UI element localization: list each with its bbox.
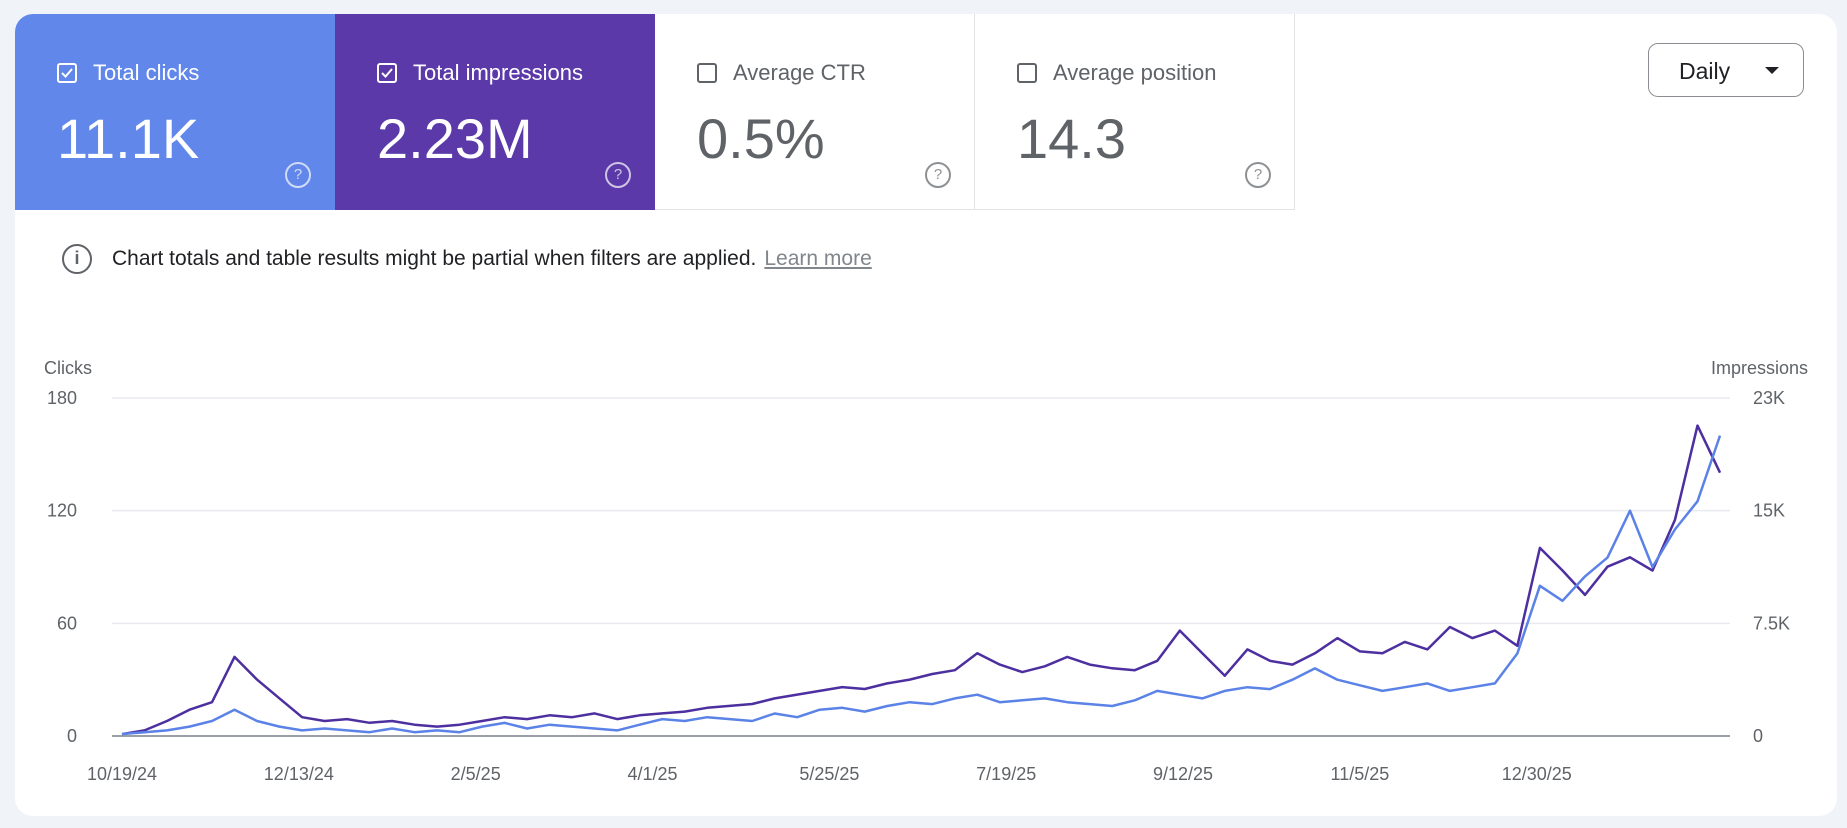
- metric-card-total-clicks[interactable]: Total clicks 11.1K ?: [15, 14, 335, 210]
- help-icon[interactable]: ?: [605, 162, 631, 188]
- right-axis-label: Impressions: [1711, 358, 1808, 378]
- filter-notice: i Chart totals and table results might b…: [62, 244, 872, 274]
- learn-more-link[interactable]: Learn more: [764, 247, 872, 270]
- metric-card-total-impressions[interactable]: Total impressions 2.23M ?: [335, 14, 655, 210]
- granularity-dropdown[interactable]: Daily: [1648, 43, 1804, 97]
- metric-value: 0.5%: [697, 107, 825, 170]
- checkbox-checked-icon[interactable]: [57, 63, 77, 83]
- checkbox-unchecked-icon[interactable]: [697, 63, 717, 83]
- info-icon: i: [62, 244, 92, 274]
- checkbox-unchecked-icon[interactable]: [1017, 63, 1037, 83]
- metric-label: Total impressions: [413, 60, 583, 85]
- performance-panel: Total clicks 11.1K ? Total impressions 2…: [15, 14, 1837, 816]
- right-tick-label: 15K: [1753, 501, 1785, 521]
- help-icon[interactable]: ?: [285, 162, 311, 188]
- x-tick-label: 7/19/25: [976, 764, 1036, 784]
- x-tick-label: 2/5/25: [451, 764, 501, 784]
- metric-value: 14.3: [1017, 107, 1126, 170]
- x-tick-label: 4/1/25: [627, 764, 677, 784]
- metric-label: Average position: [1053, 60, 1217, 85]
- metric-value: 11.1K: [57, 107, 200, 170]
- caret-down-icon: [1765, 67, 1779, 74]
- right-tick-label: 0: [1753, 726, 1763, 746]
- series-line-total-impressions: [121, 424, 1722, 736]
- left-tick-label: 180: [47, 388, 77, 408]
- metric-cards: Total clicks 11.1K ? Total impressions 2…: [15, 14, 1295, 210]
- metric-card-average-position[interactable]: Average position 14.3 ?: [975, 14, 1295, 210]
- x-tick-label: 12/13/24: [264, 764, 334, 784]
- metric-label: Average CTR: [733, 60, 866, 85]
- metric-card-average-ctr[interactable]: Average CTR 0.5% ?: [655, 14, 975, 210]
- left-tick-label: 60: [57, 613, 77, 633]
- x-tick-label: 9/12/25: [1153, 764, 1213, 784]
- left-tick-label: 120: [47, 501, 77, 521]
- right-tick-label: 7.5K: [1753, 613, 1790, 633]
- help-icon[interactable]: ?: [1245, 162, 1271, 188]
- left-tick-label: 0: [67, 726, 77, 746]
- series-line-total-clicks: [121, 435, 1722, 736]
- metric-label: Total clicks: [93, 60, 200, 85]
- x-tick-label: 12/30/25: [1502, 764, 1572, 784]
- left-axis-label: Clicks: [44, 358, 92, 378]
- x-tick-label: 10/19/24: [87, 764, 157, 784]
- notice-text: Chart totals and table results might be …: [112, 247, 757, 270]
- metric-value: 2.23M: [377, 107, 533, 170]
- x-tick-label: 5/25/25: [799, 764, 859, 784]
- granularity-selected: Daily: [1679, 58, 1731, 84]
- checkbox-checked-icon[interactable]: [377, 63, 397, 83]
- x-tick-label: 11/5/25: [1331, 764, 1390, 784]
- performance-chart: Clicks Impressions 0 0 60 7.5K 120 15K 180 23K 1…: [44, 358, 1808, 784]
- right-tick-label: 23K: [1753, 388, 1785, 408]
- help-icon[interactable]: ?: [925, 162, 951, 188]
